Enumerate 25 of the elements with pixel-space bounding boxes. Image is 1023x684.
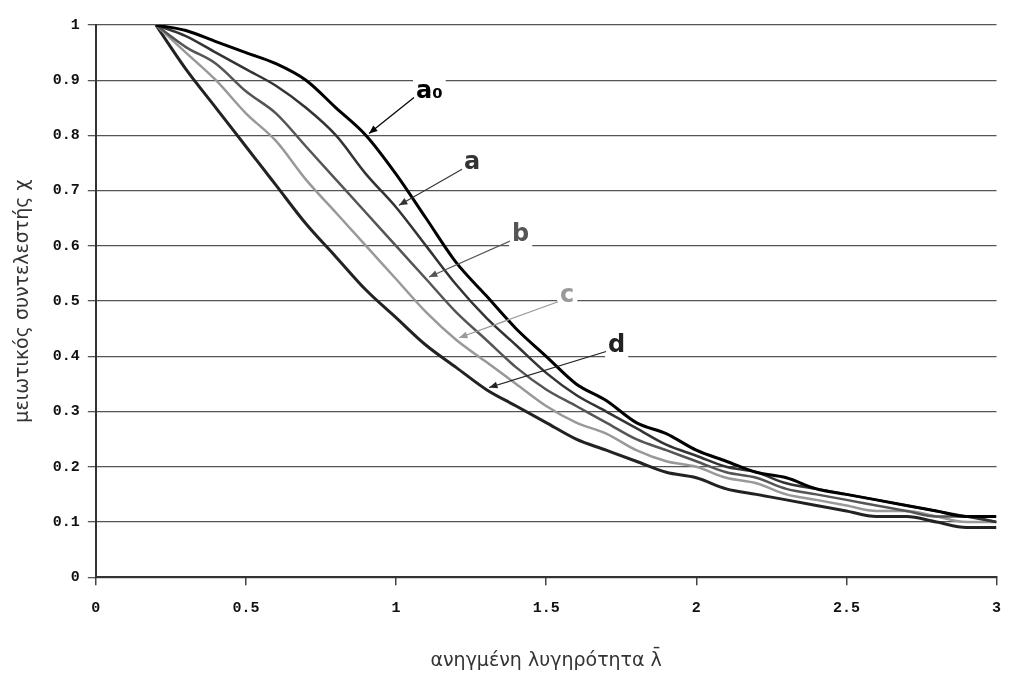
x-axis-title: ανηγμένη λυγηρότητα λ̄ xyxy=(430,646,662,670)
y-tick-label: 0.3 xyxy=(52,403,80,421)
text: a₀ xyxy=(416,75,443,104)
x-tick-label: 0 xyxy=(91,599,101,617)
text: d xyxy=(608,329,626,358)
y-tick-label: 1 xyxy=(70,16,80,34)
y-tick-label: 0.7 xyxy=(52,182,80,200)
text: a xyxy=(464,147,481,176)
x-tick-label: 1.5 xyxy=(532,599,560,617)
x-tick-label: 3 xyxy=(991,599,1002,617)
x-tick-label: 2.5 xyxy=(832,599,860,617)
y-tick-label: 0.8 xyxy=(52,127,80,145)
text: c xyxy=(560,279,575,308)
x-tick-label: 0.5 xyxy=(232,599,260,617)
y-tick-label: 0.1 xyxy=(52,513,80,531)
x-tick-label: 2 xyxy=(691,599,701,617)
y-tick-label: 0.9 xyxy=(52,72,80,89)
y-tick-label: 0.6 xyxy=(52,237,80,255)
y-tick-label: 0.2 xyxy=(52,458,80,476)
y-tick-label: 0 xyxy=(70,568,80,586)
y-axis-title: μειωτικός συντελεστής χ xyxy=(10,179,33,423)
y-tick-label: 0.4 xyxy=(52,348,80,366)
x-tick-label: 1 xyxy=(391,599,401,617)
y-tick-label: 0.5 xyxy=(52,292,80,310)
text: b xyxy=(512,219,530,248)
